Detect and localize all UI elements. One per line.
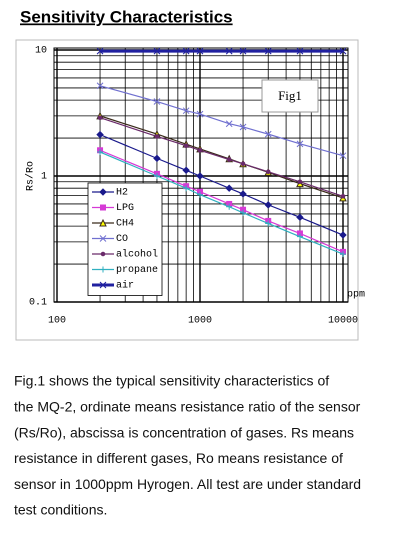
marker bbox=[296, 233, 303, 240]
legend-label: propane bbox=[116, 265, 158, 276]
marker bbox=[99, 188, 107, 196]
caption-line: resistance in different gases, Ro means … bbox=[14, 450, 343, 466]
marker bbox=[196, 110, 204, 118]
caption-line: sensor in 1000ppm Hyrogen. All test are … bbox=[14, 476, 361, 492]
marker bbox=[240, 209, 247, 216]
y-axis-label: Rs/Ro bbox=[25, 161, 37, 191]
legend-label: alcohol bbox=[116, 249, 158, 261]
legend-label: CH4 bbox=[116, 219, 134, 230]
marker bbox=[264, 130, 272, 138]
caption-line: Fig.1 shows the typical sensitivity char… bbox=[14, 373, 329, 389]
x-tick-label: 10000 bbox=[328, 316, 358, 327]
marker bbox=[264, 201, 272, 209]
marker bbox=[265, 220, 272, 227]
marker bbox=[96, 130, 104, 139]
marker bbox=[153, 173, 160, 179]
legend-label: CO bbox=[116, 234, 128, 245]
marker bbox=[99, 281, 107, 289]
marker bbox=[97, 149, 104, 156]
marker bbox=[225, 47, 233, 55]
marker bbox=[239, 47, 247, 55]
annotation: Fig1 bbox=[278, 88, 302, 103]
caption-line: test conditions. bbox=[14, 502, 107, 518]
marker bbox=[297, 179, 303, 185]
marker bbox=[239, 190, 247, 198]
caption-line: the MQ-2, ordinate means resistance rati… bbox=[14, 399, 361, 415]
x-tick-label: 100 bbox=[48, 316, 66, 327]
legend-box bbox=[87, 182, 163, 296]
marker bbox=[197, 147, 203, 153]
chart-frame bbox=[15, 39, 359, 341]
marker bbox=[97, 115, 103, 121]
marker bbox=[182, 47, 190, 55]
marker bbox=[153, 154, 161, 163]
marker bbox=[96, 47, 104, 55]
marker bbox=[339, 152, 347, 160]
legend-label: air bbox=[116, 280, 134, 292]
y-tick-label: 0.1 bbox=[29, 298, 47, 309]
caption: Fig.1 shows the typical sensitivity char… bbox=[14, 373, 361, 518]
caption-line: (Rs/Ro), abscissa is concentration of ga… bbox=[14, 424, 354, 440]
marker bbox=[100, 266, 106, 273]
marker bbox=[240, 161, 246, 167]
legend-label: H2 bbox=[116, 188, 128, 199]
heading: Sensitivity Characteristics bbox=[20, 7, 233, 26]
marker bbox=[100, 204, 106, 211]
legend-label: LPG bbox=[116, 203, 134, 214]
marker bbox=[264, 47, 272, 55]
marker bbox=[153, 47, 161, 55]
annotation-box bbox=[261, 79, 319, 113]
marker bbox=[96, 82, 104, 90]
marker bbox=[183, 185, 190, 192]
marker bbox=[100, 251, 106, 257]
marker bbox=[153, 98, 161, 105]
marker bbox=[99, 218, 107, 227]
y-tick-label: 10 bbox=[35, 46, 47, 57]
marker bbox=[196, 47, 204, 55]
marker bbox=[99, 235, 107, 242]
y-tick-label: 1 bbox=[41, 172, 47, 183]
marker bbox=[182, 107, 190, 115]
marker bbox=[339, 231, 347, 239]
marker bbox=[296, 213, 304, 222]
marker bbox=[226, 157, 232, 162]
marker bbox=[197, 191, 203, 198]
marker bbox=[339, 47, 347, 55]
marker bbox=[265, 169, 271, 175]
marker bbox=[182, 166, 190, 174]
marker bbox=[154, 134, 160, 139]
x-unit: ppm bbox=[347, 290, 365, 301]
marker bbox=[296, 140, 304, 148]
chart: 100 1000 10000 0.1 1 10 ppm Rs/Ro H2 LPG CH4 CO alco… bbox=[25, 46, 365, 327]
marker bbox=[225, 120, 233, 128]
marker bbox=[225, 184, 233, 192]
marker bbox=[183, 143, 189, 148]
marker bbox=[196, 172, 204, 180]
marker bbox=[340, 194, 346, 199]
marker bbox=[296, 47, 304, 55]
marker bbox=[239, 123, 247, 131]
marker bbox=[340, 251, 346, 258]
marker bbox=[226, 203, 233, 210]
x-tick-label: 1000 bbox=[188, 316, 212, 327]
